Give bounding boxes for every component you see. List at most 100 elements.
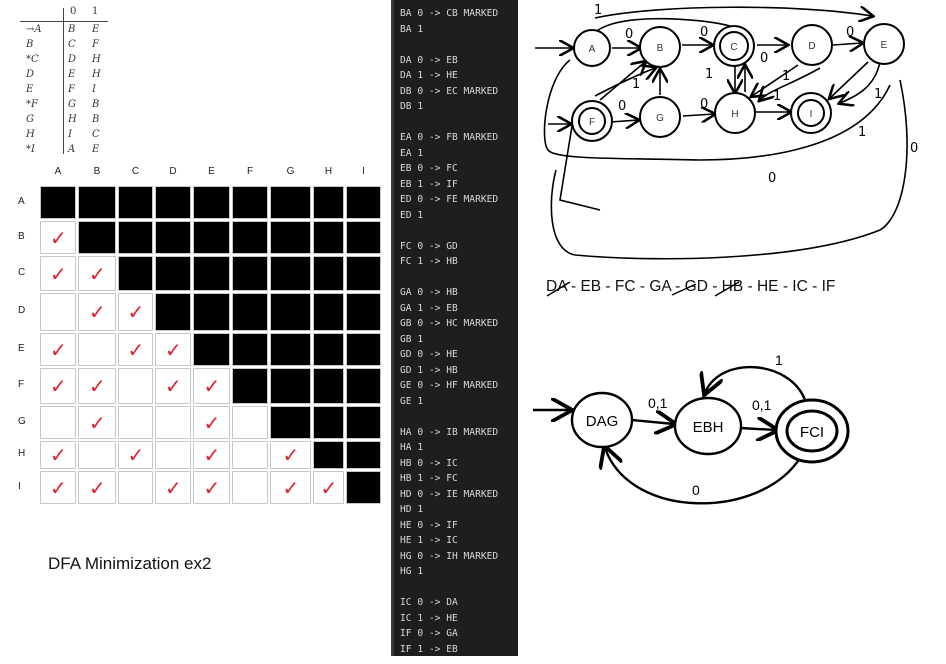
terminal-line: GD 0 -> HE <box>400 349 458 360</box>
pair-cell <box>155 186 191 219</box>
terminal-line: HE 1 -> IC <box>400 535 458 546</box>
pair-cell <box>78 293 116 331</box>
check-mark: ✓ <box>127 443 145 467</box>
check-mark: ✓ <box>89 475 106 500</box>
state-g: G <box>639 96 681 138</box>
pair-cell <box>155 471 191 504</box>
pair-cell <box>118 441 153 469</box>
state-a: A <box>573 29 611 67</box>
check-mark: ✓ <box>50 443 67 467</box>
pair-cell <box>193 293 230 331</box>
table-divider-vertical <box>63 8 64 154</box>
check-mark: ✓ <box>203 374 221 398</box>
pair-cell <box>346 293 381 331</box>
row-header: E <box>18 342 25 354</box>
terminal-line: HG 1 <box>400 566 424 577</box>
pair-cell <box>118 471 153 504</box>
check-mark: ✓ <box>320 475 338 500</box>
edge-label: 0 <box>618 99 626 114</box>
edge-label: 1 <box>782 69 790 84</box>
column-header: D <box>169 166 177 177</box>
check-mark: ✓ <box>89 374 106 398</box>
pair-cell <box>346 471 381 504</box>
pair-cell <box>155 256 191 291</box>
row-header: H <box>18 448 26 459</box>
table-cell-on0: I <box>68 129 72 140</box>
table-cell-on1: F <box>92 39 99 50</box>
pair-cell <box>270 293 311 331</box>
svg-text:I: I <box>810 109 813 120</box>
pair-cell <box>118 333 153 366</box>
edge-label: 1 <box>594 3 602 18</box>
pair-cell <box>270 186 311 219</box>
terminal-line: BA 1 <box>400 23 424 35</box>
edge-label-fci-loop: 1 <box>775 352 783 368</box>
pair-cell <box>155 221 191 254</box>
edge-label: 0 <box>700 97 708 112</box>
pair-cell <box>232 293 268 331</box>
edge-label: 0 <box>768 171 776 186</box>
table-cell-on1: B <box>92 114 100 125</box>
row-header: G <box>18 415 26 427</box>
edge-label: 0 <box>910 141 918 156</box>
terminal-line: GD 1 -> HB <box>400 364 458 376</box>
pair-cell <box>313 406 344 439</box>
row-header: D <box>18 305 26 316</box>
state-h: H <box>714 92 756 134</box>
pair-cell <box>118 406 153 439</box>
terminal-line: ED 1 <box>400 209 424 221</box>
check-mark: ✓ <box>89 261 106 286</box>
column-header: G <box>286 166 295 177</box>
terminal-line: DB 1 <box>400 101 424 112</box>
state-dag: DAG <box>586 413 619 430</box>
pair-cell <box>118 293 153 331</box>
svg-text:C: C <box>730 42 737 53</box>
pair-cell <box>40 256 76 291</box>
pair-cell <box>313 221 344 254</box>
pair-cell <box>118 256 153 291</box>
pair-cell <box>346 256 381 291</box>
dfa-original-states: A B C D E F G H I <box>571 23 905 142</box>
table-cell-on0: B <box>68 24 76 35</box>
check-mark: ✓ <box>50 374 67 398</box>
table-cell-on1: E <box>92 24 100 35</box>
table-cell-on1: I <box>92 84 96 95</box>
edge-label: 0 <box>760 51 768 66</box>
pair-cell <box>313 256 344 291</box>
pair-cell <box>313 441 344 469</box>
figure-caption: DFA Minimization ex2 <box>48 554 212 573</box>
pair-cell <box>313 186 344 219</box>
pair-cell <box>270 256 311 291</box>
check-mark: ✓ <box>127 300 145 324</box>
table-cell-state: G <box>26 114 34 125</box>
check-mark: ✓ <box>50 337 67 362</box>
pair-cell <box>270 441 311 469</box>
terminal-line: HD 0 -> IE MARKED <box>400 488 499 500</box>
pair-cell <box>270 471 311 504</box>
pair-cell <box>193 221 230 254</box>
table-cell-on1: H <box>92 69 101 80</box>
table-cell-state: *C <box>26 54 39 65</box>
pair-cell <box>313 293 344 331</box>
pair-cell <box>193 333 230 366</box>
check-mark: ✓ <box>50 225 67 250</box>
terminal-line: IC 0 -> DA <box>400 597 458 608</box>
pair-cell <box>346 406 381 439</box>
row-header: C <box>18 266 26 278</box>
terminal-line: HB 0 -> IC <box>400 457 458 469</box>
terminal-line: IF 0 -> GA <box>400 628 458 639</box>
pair-cell <box>193 471 230 504</box>
svg-text:F: F <box>589 117 595 128</box>
pair-cell <box>155 441 191 469</box>
pair-cell <box>118 186 153 219</box>
pair-cell <box>193 256 230 291</box>
terminal-line: DA 0 -> EB <box>400 54 458 66</box>
pair-cell <box>40 471 76 504</box>
pair-cell <box>78 333 116 366</box>
column-header: A <box>54 166 62 177</box>
pair-cell <box>232 333 268 366</box>
state-b: B <box>639 26 681 68</box>
table-divider-horizontal <box>20 21 108 22</box>
table-cell-state: *I <box>26 144 35 155</box>
terminal-line: FC 0 -> GD <box>400 240 458 252</box>
